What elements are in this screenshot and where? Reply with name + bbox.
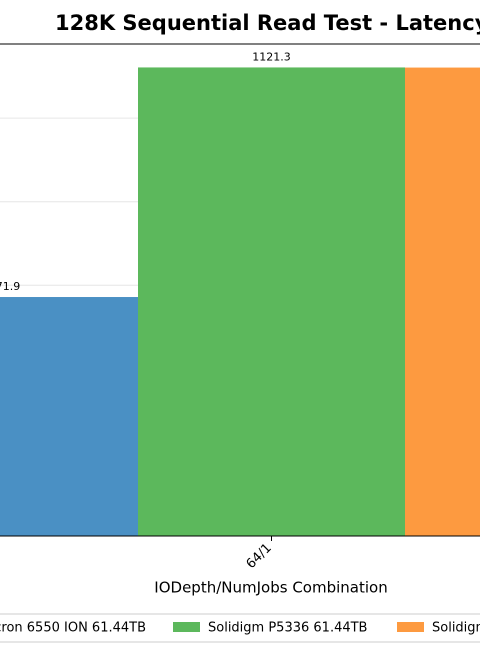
legend-swatch: [397, 622, 424, 632]
legend-label: Solidigm D7-PS1010 15.36TB: [432, 621, 480, 636]
value-label: 1121.3: [252, 50, 291, 63]
legend-label: Micron 6550 ION 61.44TB: [0, 621, 146, 636]
bar: [0, 297, 138, 536]
x-tick-label: 64/1: [244, 541, 275, 572]
value-label: 571.9: [0, 280, 20, 293]
legend-label: Solidigm P5336 61.44TB: [208, 621, 367, 636]
bar: [138, 67, 405, 536]
x-axis-label: IODepth/NumJobs Combination: [154, 579, 387, 597]
chart-title: 128K Sequential Read Test - Latency: [55, 11, 480, 35]
legend-swatch: [173, 622, 200, 632]
bar: [405, 67, 480, 536]
legend-box: [0, 613, 480, 643]
